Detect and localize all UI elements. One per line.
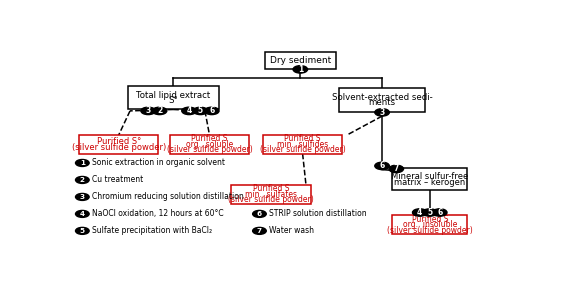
Circle shape xyxy=(76,227,89,234)
Text: Dry sediment: Dry sediment xyxy=(270,56,331,65)
Text: NaOCl oxidation, 12 hours at 60°C: NaOCl oxidation, 12 hours at 60°C xyxy=(93,209,224,218)
Text: 1: 1 xyxy=(298,65,303,74)
Text: (silver sulfide powder): (silver sulfide powder) xyxy=(166,146,253,154)
Text: STRIP solution distillation: STRIP solution distillation xyxy=(270,209,367,218)
Text: 1: 1 xyxy=(80,160,85,166)
Text: Cu treatment: Cu treatment xyxy=(93,175,144,185)
Circle shape xyxy=(193,107,207,114)
Circle shape xyxy=(253,210,266,217)
Text: Chromium reducing solution distillation: Chromium reducing solution distillation xyxy=(93,192,244,201)
Text: Solvent-extracted sedi-: Solvent-extracted sedi- xyxy=(332,93,432,102)
Text: min., sulfates: min., sulfates xyxy=(245,190,297,199)
Text: Purified S°: Purified S° xyxy=(97,137,141,146)
Circle shape xyxy=(413,209,427,216)
Circle shape xyxy=(152,107,167,114)
Text: Sonic extraction in organic solvent: Sonic extraction in organic solvent xyxy=(93,159,226,168)
Text: 7: 7 xyxy=(257,228,262,234)
FancyBboxPatch shape xyxy=(128,86,219,110)
Text: 3: 3 xyxy=(145,106,151,115)
Text: Water wash: Water wash xyxy=(270,226,315,235)
Circle shape xyxy=(76,194,89,201)
FancyBboxPatch shape xyxy=(170,135,249,154)
Text: 4: 4 xyxy=(80,211,85,217)
Text: 7: 7 xyxy=(394,164,399,173)
Text: 6: 6 xyxy=(209,106,214,115)
Text: (silver sulfide powder): (silver sulfide powder) xyxy=(387,226,473,235)
FancyBboxPatch shape xyxy=(265,52,336,69)
Text: 3: 3 xyxy=(380,108,384,117)
FancyBboxPatch shape xyxy=(79,135,158,154)
Circle shape xyxy=(205,107,219,114)
Text: 2: 2 xyxy=(157,106,162,115)
FancyBboxPatch shape xyxy=(392,215,467,234)
Text: 6: 6 xyxy=(257,211,262,217)
Text: 5: 5 xyxy=(427,208,432,217)
FancyBboxPatch shape xyxy=(392,168,467,190)
Text: (silver sulfide powder): (silver sulfide powder) xyxy=(260,146,346,154)
Text: Total lipid extract: Total lipid extract xyxy=(136,91,210,100)
Circle shape xyxy=(293,66,308,73)
Text: org., insoluble: org., insoluble xyxy=(403,220,457,229)
Text: ments: ments xyxy=(369,98,396,108)
Circle shape xyxy=(76,176,89,183)
Circle shape xyxy=(389,165,404,173)
Circle shape xyxy=(141,107,155,114)
FancyBboxPatch shape xyxy=(231,185,311,204)
Text: (silver sulfide powder): (silver sulfide powder) xyxy=(71,143,166,152)
Text: 3: 3 xyxy=(80,194,85,200)
Circle shape xyxy=(432,209,447,216)
Text: (silver sulfide powder): (silver sulfide powder) xyxy=(228,195,314,204)
Text: 6: 6 xyxy=(380,161,384,170)
Text: 4: 4 xyxy=(186,106,192,115)
Circle shape xyxy=(423,209,437,216)
Text: Purified S: Purified S xyxy=(284,134,321,143)
FancyBboxPatch shape xyxy=(339,88,425,112)
Text: 5: 5 xyxy=(80,228,85,234)
Text: org., soluble: org., soluble xyxy=(186,140,233,149)
Circle shape xyxy=(76,159,89,166)
Text: S°: S° xyxy=(168,96,178,105)
Circle shape xyxy=(375,162,389,170)
Text: Sulfate precipitation with BaCl₂: Sulfate precipitation with BaCl₂ xyxy=(93,226,213,235)
Text: Purified S: Purified S xyxy=(411,214,448,223)
Text: 6: 6 xyxy=(437,208,442,217)
Text: 2: 2 xyxy=(80,177,85,183)
Text: Purified S: Purified S xyxy=(253,184,289,193)
Text: 4: 4 xyxy=(417,208,423,217)
Circle shape xyxy=(375,109,389,116)
FancyBboxPatch shape xyxy=(263,135,342,154)
Circle shape xyxy=(76,210,89,217)
Text: matrix – kerogen: matrix – kerogen xyxy=(394,178,465,187)
Text: min., sulfides: min., sulfides xyxy=(277,140,328,149)
Text: 5: 5 xyxy=(198,106,203,115)
Circle shape xyxy=(182,107,196,114)
Text: Purified S: Purified S xyxy=(191,134,228,143)
Text: Mineral sulfur-free: Mineral sulfur-free xyxy=(391,172,468,181)
Circle shape xyxy=(253,227,266,234)
